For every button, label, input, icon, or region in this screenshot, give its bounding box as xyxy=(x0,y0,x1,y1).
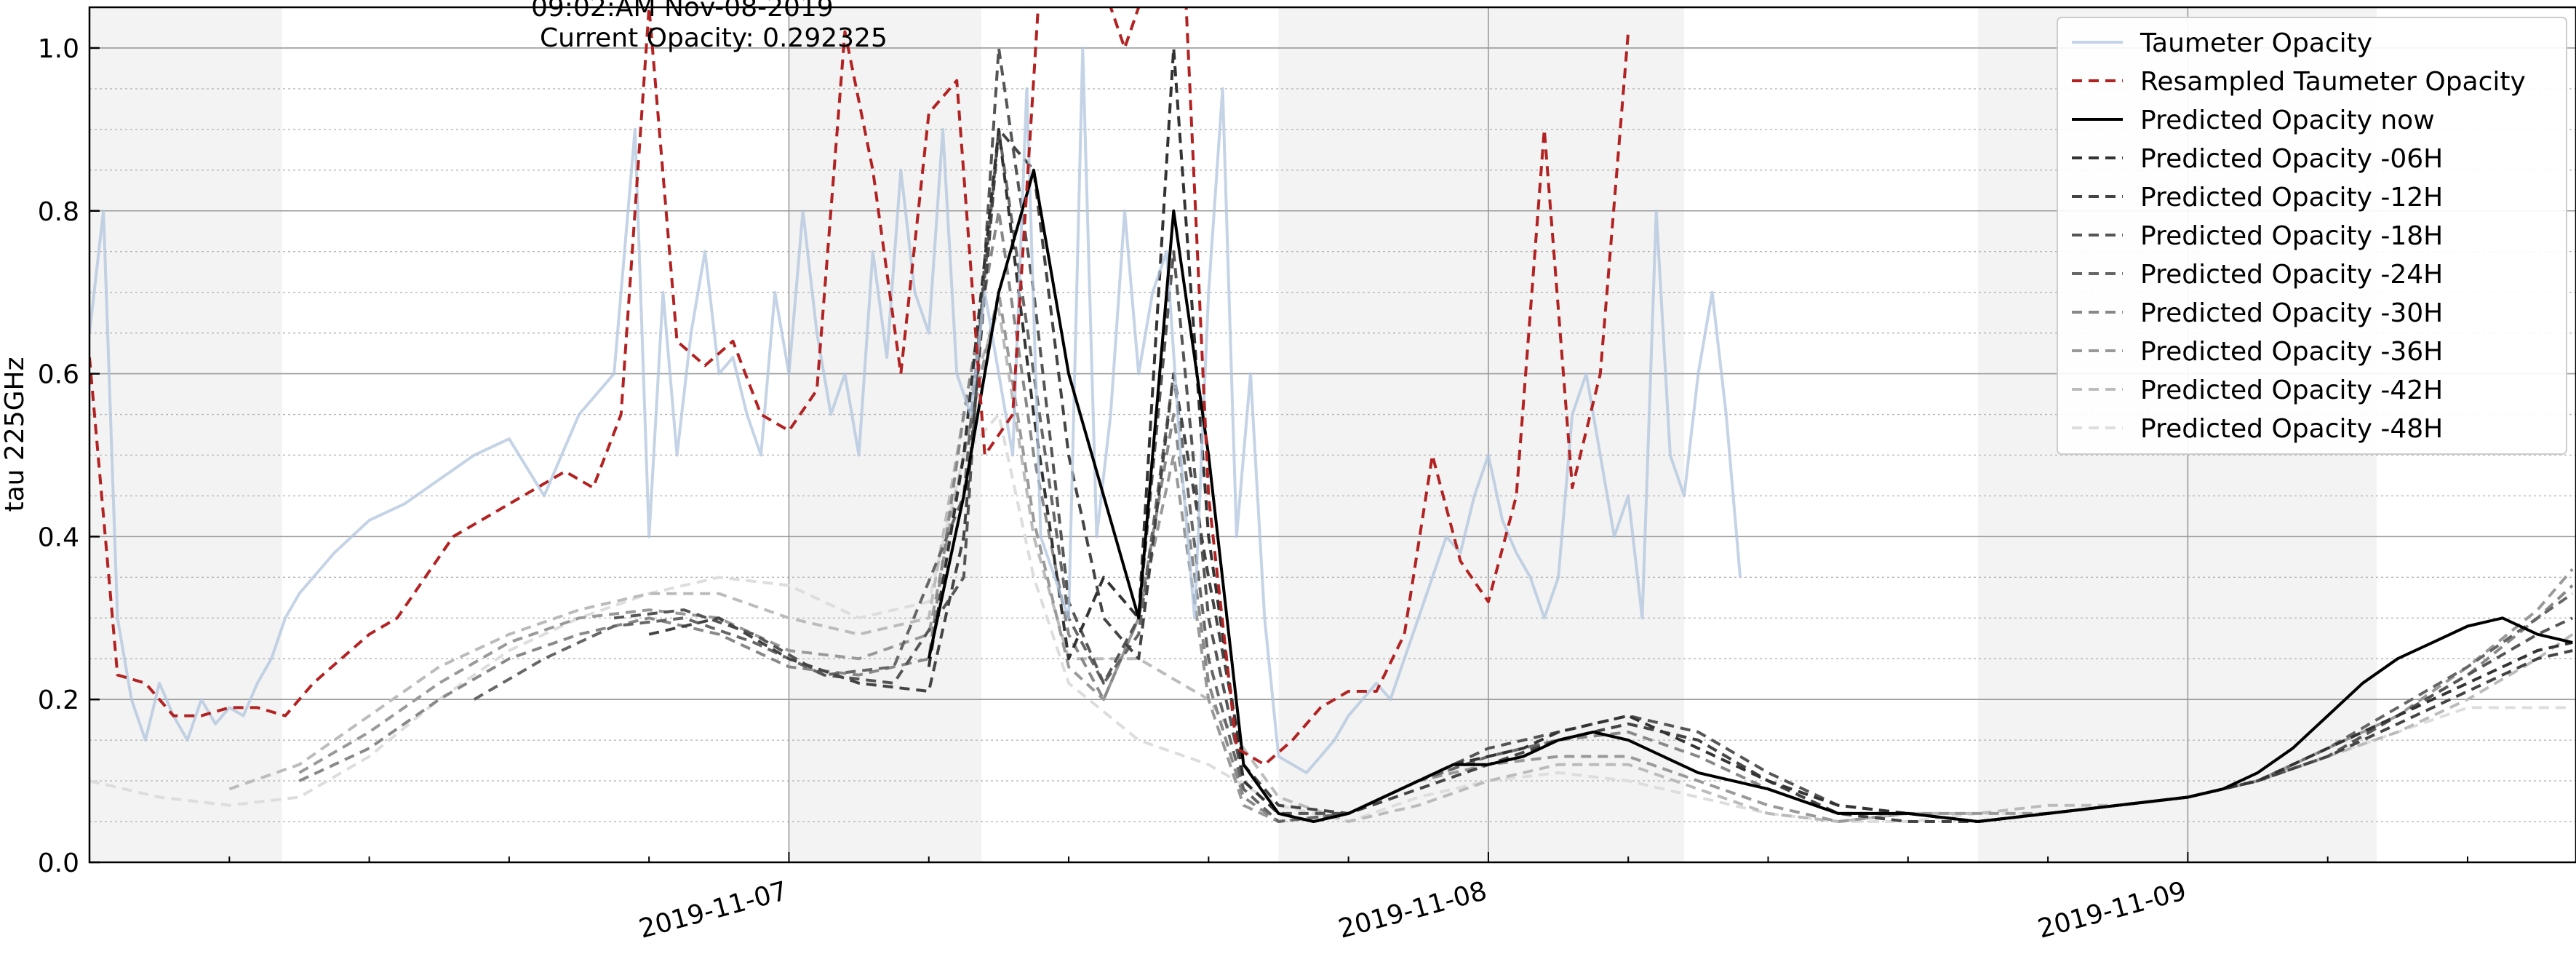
series-line-resampled xyxy=(89,7,1630,766)
legend-label-m36: Predicted Opacity -36H xyxy=(2140,337,2443,367)
y-tick-label: 0.0 xyxy=(38,848,79,878)
legend-label-m18: Predicted Opacity -18H xyxy=(2140,221,2443,251)
legend-label-m42: Predicted Opacity -42H xyxy=(2140,375,2443,405)
legend-label-m24: Predicted Opacity -24H xyxy=(2140,260,2443,290)
legend-label-now: Predicted Opacity now xyxy=(2140,106,2435,135)
series-group xyxy=(89,7,2574,823)
series-line-taumeter xyxy=(89,47,1742,774)
night-band-0 xyxy=(89,7,282,862)
legend-label-m06: Predicted Opacity -06H xyxy=(2140,144,2443,174)
legend: Taumeter Opacity Resampled Taumeter Opaci… xyxy=(2057,17,2567,455)
annotation-line-1: 09:02:AM Nov-08-2019 xyxy=(531,0,834,23)
legend-label-m30: Predicted Opacity -30H xyxy=(2140,298,2443,328)
legend-label-taumeter: Taumeter Opacity xyxy=(2140,28,2372,58)
y-tick-label: 0.2 xyxy=(38,685,79,715)
legend-label-resampled: Resampled Taumeter Opacity xyxy=(2140,67,2526,97)
y-axis-label: tau 225GHz xyxy=(0,357,30,512)
night-band-1 xyxy=(789,7,981,862)
y-tick-label: 1.0 xyxy=(38,34,79,64)
legend-frame xyxy=(2057,17,2567,455)
y-tick-label: 0.4 xyxy=(38,522,79,552)
annotation-line-2: Current Opacity: 0.292325 xyxy=(540,23,888,53)
y-tick-label: 0.8 xyxy=(38,197,79,227)
plot-frame xyxy=(88,6,2576,864)
legend-label-m48: Predicted Opacity -48H xyxy=(2140,414,2443,444)
series-line-now xyxy=(927,168,2573,823)
series-line-m48 xyxy=(89,413,2573,823)
legend-label-m12: Predicted Opacity -12H xyxy=(2140,183,2443,212)
y-tick-label: 0.6 xyxy=(38,360,79,390)
